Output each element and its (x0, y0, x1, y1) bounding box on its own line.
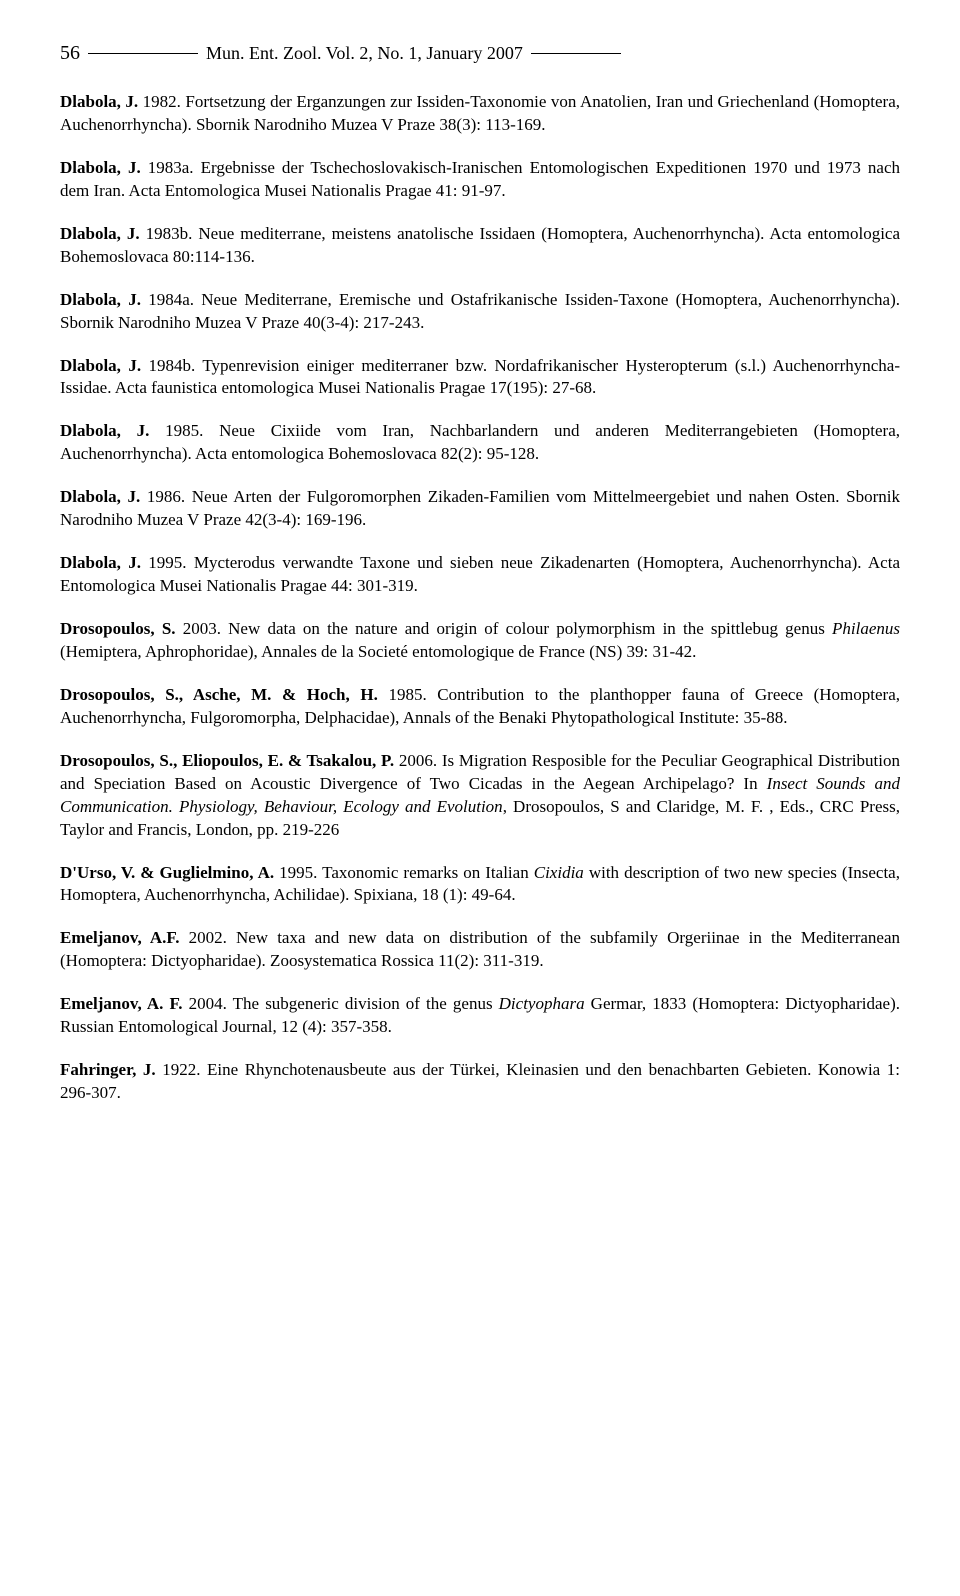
reference-author: Dlabola, J. (60, 421, 149, 440)
reference-entry: Dlabola, J. 1983b. Neue mediterrane, mei… (60, 223, 900, 269)
reference-entry: Dlabola, J. 1984b. Typenrevision einiger… (60, 355, 900, 401)
reference-author: Fahringer, J. (60, 1060, 156, 1079)
reference-italic: Insect Sounds and Communication. Physiol… (60, 774, 900, 816)
reference-entry: Emeljanov, A.F. 2002. New taxa and new d… (60, 927, 900, 973)
reference-entry: Dlabola, J. 1984a. Neue Mediterrane, Ere… (60, 289, 900, 335)
reference-italic: Dictyophara (499, 994, 585, 1013)
reference-italic: Philaenus (832, 619, 900, 638)
reference-author: Dlabola, J. (60, 224, 140, 243)
reference-author: Drosopoulos, S., Eliopoulos, E. & Tsakal… (60, 751, 394, 770)
reference-entry: Dlabola, J. 1995. Mycterodus verwandte T… (60, 552, 900, 598)
reference-entry: Dlabola, J. 1985. Neue Cixiide vom Iran,… (60, 420, 900, 466)
reference-entry: Drosopoulos, S., Asche, M. & Hoch, H. 19… (60, 684, 900, 730)
journal-title: Mun. Ent. Zool. Vol. 2, No. 1, January 2… (206, 41, 523, 65)
page-header: 56 Mun. Ent. Zool. Vol. 2, No. 1, Januar… (60, 40, 900, 67)
reference-author: Drosopoulos, S. (60, 619, 176, 638)
reference-entry: Dlabola, J. 1982. Fortsetzung der Erganz… (60, 91, 900, 137)
reference-entry: Drosopoulos, S. 2003. New data on the na… (60, 618, 900, 664)
page-number: 56 (60, 40, 80, 67)
reference-author: Dlabola, J. (60, 290, 141, 309)
reference-author: Emeljanov, A.F. (60, 928, 179, 947)
references-list: Dlabola, J. 1982. Fortsetzung der Erganz… (60, 91, 900, 1105)
reference-author: Dlabola, J. (60, 92, 138, 111)
reference-author: Dlabola, J. (60, 553, 141, 572)
reference-entry: Emeljanov, A. F. 2004. The subgeneric di… (60, 993, 900, 1039)
reference-author: Dlabola, J. (60, 487, 140, 506)
reference-italic: Cixidia (534, 863, 584, 882)
header-divider-left (88, 53, 198, 54)
header-divider-right (531, 53, 621, 54)
reference-entry: Drosopoulos, S., Eliopoulos, E. & Tsakal… (60, 750, 900, 842)
reference-entry: Dlabola, J. 1983a. Ergebnisse der Tschec… (60, 157, 900, 203)
reference-author: Dlabola, J. (60, 356, 141, 375)
reference-entry: Dlabola, J. 1986. Neue Arten der Fulgoro… (60, 486, 900, 532)
reference-author: Drosopoulos, S., Asche, M. & Hoch, H. (60, 685, 378, 704)
reference-entry: D'Urso, V. & Guglielmino, A. 1995. Taxon… (60, 862, 900, 908)
reference-entry: Fahringer, J. 1922. Eine Rhynchotenausbe… (60, 1059, 900, 1105)
reference-author: Emeljanov, A. F. (60, 994, 183, 1013)
reference-author: Dlabola, J. (60, 158, 141, 177)
reference-author: D'Urso, V. & Guglielmino, A. (60, 863, 274, 882)
